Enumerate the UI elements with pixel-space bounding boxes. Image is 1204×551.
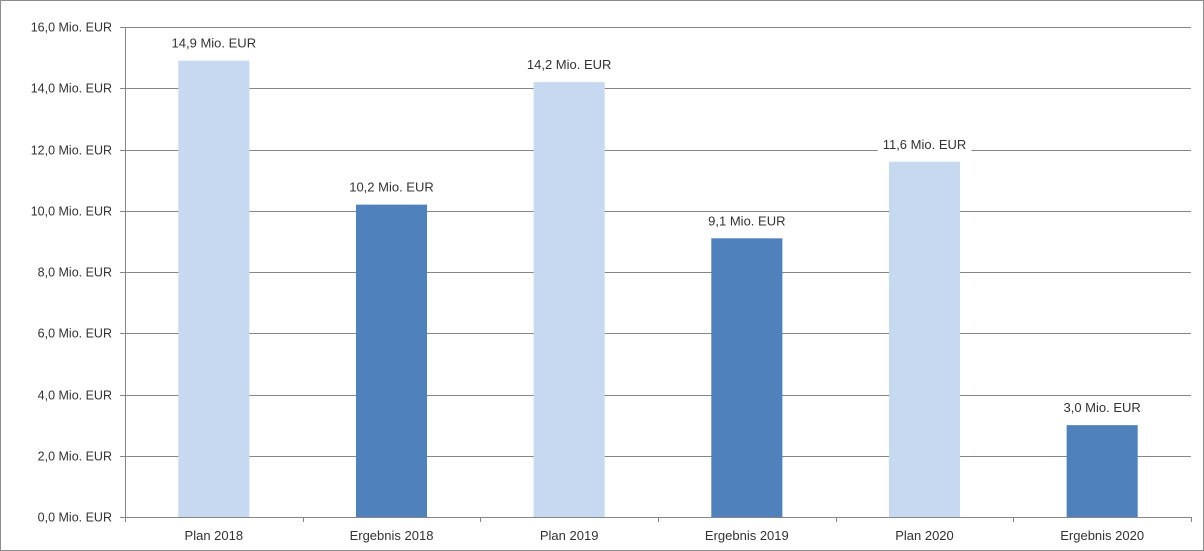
bar (711, 238, 783, 517)
y-tick-label: 2,0 Mio. EUR (38, 450, 112, 464)
x-category-label: Ergebnis 2020 (1060, 528, 1144, 543)
data-label-backdrop (877, 135, 972, 153)
data-label: 14,2 Mio. EUR (527, 57, 612, 72)
data-label: 14,9 Mio. EUR (172, 36, 257, 51)
data-label-backdrop (344, 178, 439, 196)
y-tick-label: 10,0 Mio. EUR (31, 205, 112, 219)
y-tick-label: 12,0 Mio. EUR (31, 144, 112, 158)
data-label: 10,2 Mio. EUR (349, 180, 434, 195)
bar (178, 60, 250, 517)
y-tick-label: 8,0 Mio. EUR (38, 266, 112, 280)
y-tick-label: 6,0 Mio. EUR (38, 327, 112, 341)
bar (355, 204, 428, 517)
x-category-label: Plan 2019 (540, 528, 599, 543)
data-label: 3,0 Mio. EUR (1064, 400, 1141, 415)
data-label-backdrop (1058, 399, 1146, 417)
data-label: 11,6 Mio. EUR (883, 137, 967, 152)
y-tick-label: 14,0 Mio. EUR (31, 82, 112, 96)
data-label: 9,1 Mio. EUR (708, 213, 785, 228)
data-label-backdrop (703, 212, 791, 230)
bars (178, 60, 1138, 517)
y-tick-label: 4,0 Mio. EUR (38, 389, 112, 403)
gridlines (125, 27, 1191, 457)
x-category-label: Plan 2020 (895, 528, 954, 543)
y-tick-label: 16,0 Mio. EUR (31, 21, 112, 35)
bar (533, 82, 605, 517)
x-category-label: Ergebnis 2018 (350, 528, 434, 543)
y-tick-label: 0,0 Mio. EUR (38, 511, 112, 525)
data-label-backdrop (166, 34, 261, 52)
data-label-backdrop (522, 56, 617, 74)
axes (120, 27, 1192, 522)
labels: 0,0 Mio. EUR 2,0 Mio. EUR 4,0 Mio. EUR 6,0 … (31, 21, 1146, 543)
x-category-label: Plan 2018 (185, 528, 244, 543)
x-category-label: Ergebnis 2019 (705, 528, 789, 543)
bar (1066, 425, 1138, 517)
bar (888, 161, 961, 517)
